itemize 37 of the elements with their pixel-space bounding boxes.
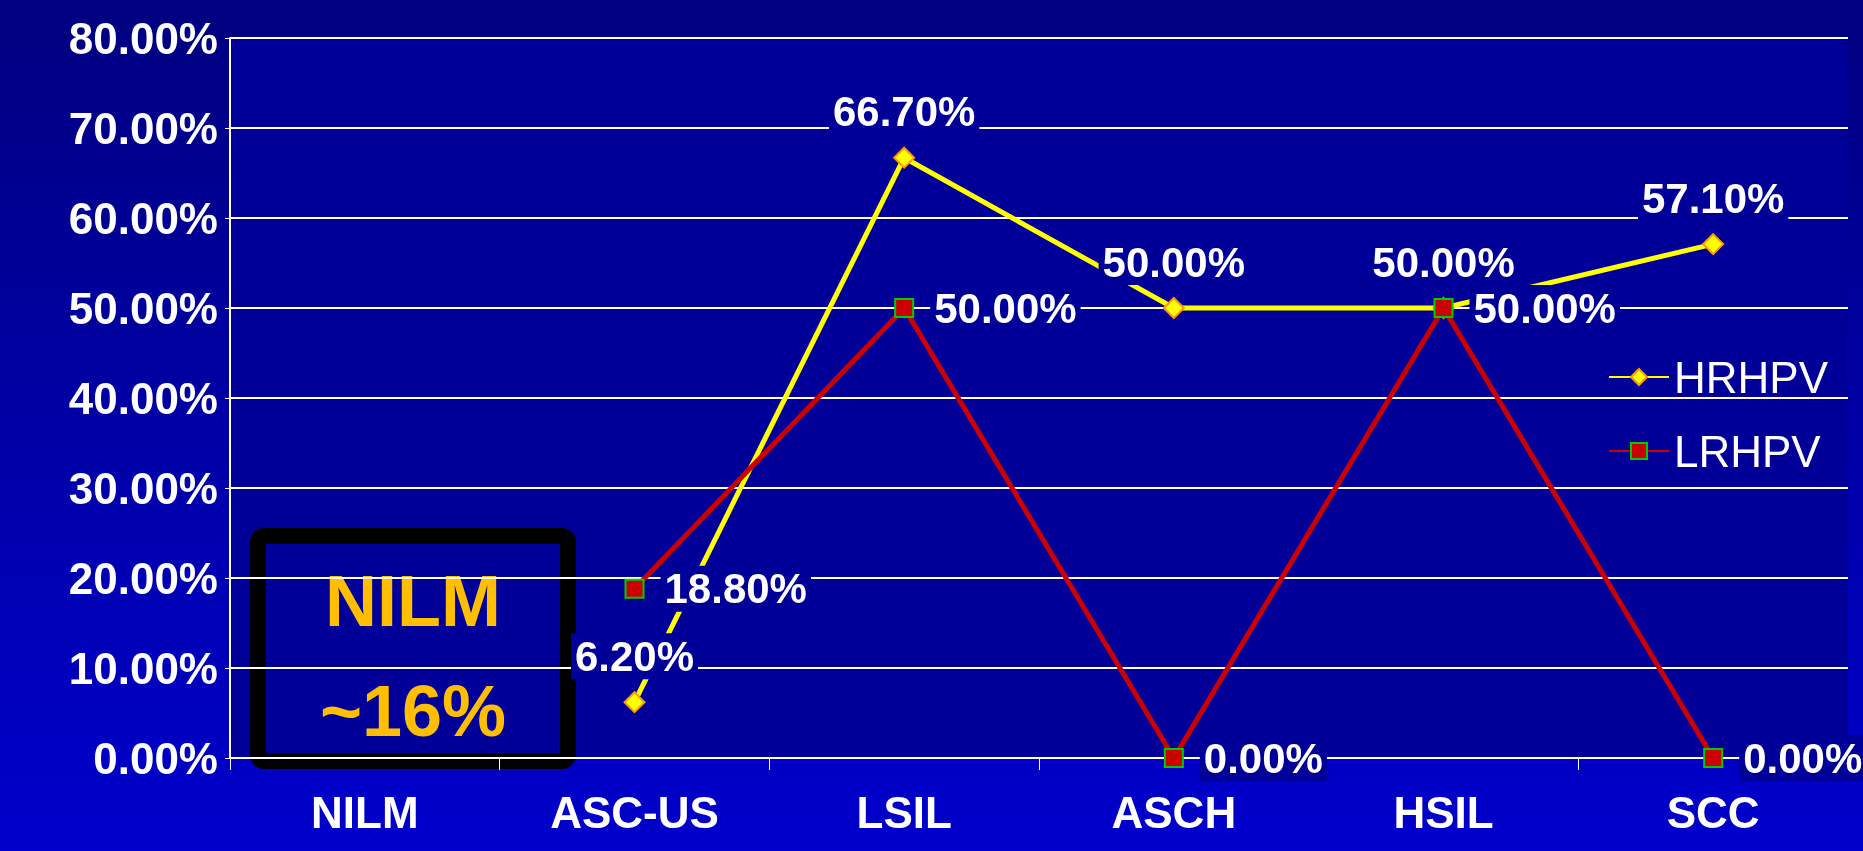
data-label: 0.00% <box>1743 734 1863 782</box>
point <box>893 146 916 169</box>
data-label: 50.00% <box>1102 238 1246 286</box>
data-label: 57.10% <box>1641 174 1785 222</box>
y-tick-label: 80.00% <box>68 13 218 63</box>
data-label: 50.00% <box>934 284 1077 332</box>
annotation: ~16% <box>319 671 507 751</box>
y-tick-label: 60.00% <box>68 193 218 243</box>
x-tick-label: NILM <box>311 787 419 837</box>
y-tick-label: 50.00% <box>68 283 218 333</box>
x-tick-label: LSIL <box>856 787 952 837</box>
data-label: 50.00% <box>1372 238 1515 286</box>
data-label: 50.00% <box>1473 284 1616 332</box>
point <box>1163 748 1184 768</box>
legend-label: HRHPV <box>1673 352 1829 402</box>
data-label: 66.70% <box>832 88 976 136</box>
data-label: 18.80% <box>664 565 807 613</box>
point <box>1162 297 1185 319</box>
y-tick-label: 40.00% <box>68 373 218 423</box>
y-tick-label: 10.00% <box>68 643 218 693</box>
legend-label: LRHPV <box>1673 426 1822 476</box>
data-label: 6.20% <box>574 632 695 680</box>
x-tick-label: SCC <box>1666 787 1760 837</box>
point <box>624 578 645 599</box>
point <box>1702 233 1725 256</box>
data-label: 0.00% <box>1203 734 1323 782</box>
y-tick-label: 70.00% <box>68 103 218 153</box>
point <box>623 691 646 714</box>
x-tick-label: HSIL <box>1393 787 1494 837</box>
y-tick-label: 0.00% <box>93 733 218 783</box>
point <box>1703 748 1724 768</box>
x-tick-label: ASCH <box>1111 787 1237 837</box>
annotation: NILM <box>325 561 501 641</box>
y-tick-label: 20.00% <box>68 553 218 603</box>
point <box>894 298 915 318</box>
y-tick-label: 30.00% <box>68 463 218 513</box>
x-tick-label: ASC-US <box>550 787 719 837</box>
